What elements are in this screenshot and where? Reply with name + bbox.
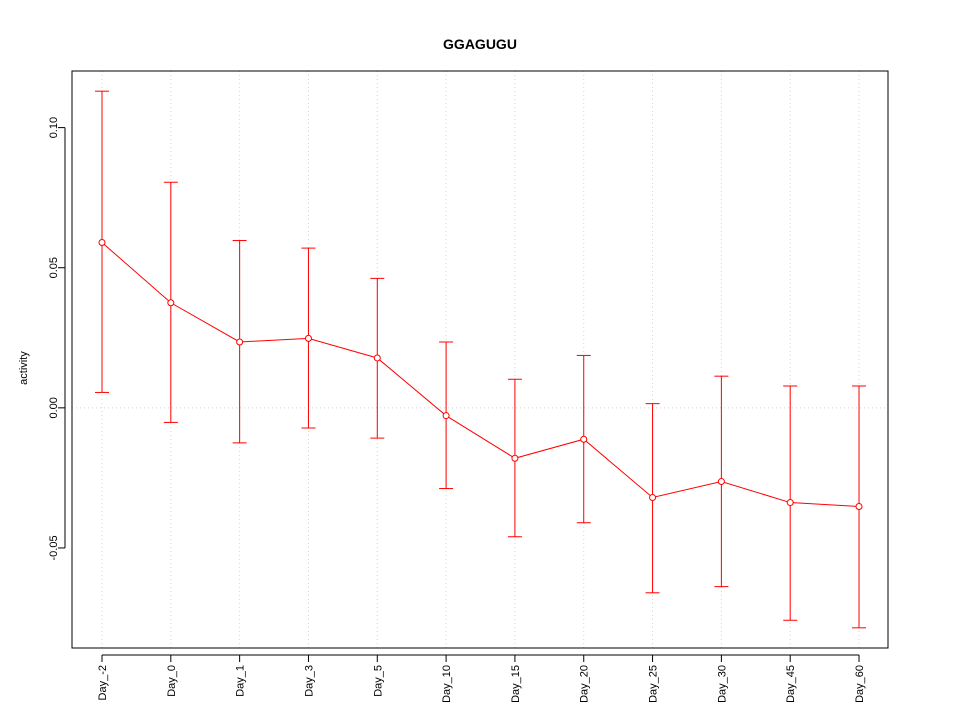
x-tick-label: Day_20 — [579, 665, 591, 703]
x-axis: Day_-2 Day_0 Day_1 Day_3 Day_5 Day_10 Day_15 Da… — [97, 654, 866, 703]
y-axis-label: activity — [18, 351, 30, 385]
data-point — [236, 338, 244, 346]
data-point — [717, 478, 725, 486]
y-tick-label: 0.05 — [48, 257, 60, 278]
plot-frame — [71, 70, 889, 649]
x-tick-label: Day_3 — [303, 665, 315, 697]
x-tick-label: Day_0 — [166, 665, 178, 697]
grid — [72, 71, 888, 648]
x-tick-label: Day_15 — [510, 665, 522, 703]
x-tick-label: Day_10 — [441, 665, 453, 703]
data-point — [373, 354, 381, 362]
x-tick-label: Day_60 — [854, 665, 866, 703]
x-tick-label: Day_30 — [716, 665, 728, 703]
x-tick-label: Day_1 — [235, 665, 247, 697]
series-line — [101, 242, 860, 507]
y-tick-label: -0.05 — [48, 535, 60, 560]
data-point — [304, 334, 312, 342]
data-point — [442, 412, 450, 420]
x-tick-label: Day_-2 — [97, 665, 109, 700]
data-point — [649, 494, 657, 502]
data-point — [98, 239, 106, 247]
data-point — [855, 502, 863, 510]
series — [95, 90, 867, 629]
x-tick-label: Day_25 — [648, 665, 660, 703]
data-point — [167, 299, 175, 307]
data-point — [511, 454, 519, 462]
data-point — [786, 499, 794, 507]
y-axis: 0.10 0.05 0.00 -0.05 — [48, 117, 66, 560]
data-point — [580, 435, 588, 443]
x-tick-label: Day_45 — [785, 665, 797, 703]
chart-title: GGAGUGU — [443, 36, 517, 52]
y-tick-label: 0.00 — [48, 397, 60, 418]
y-tick-label: 0.10 — [48, 117, 60, 138]
x-tick-label: Day_5 — [372, 665, 384, 697]
